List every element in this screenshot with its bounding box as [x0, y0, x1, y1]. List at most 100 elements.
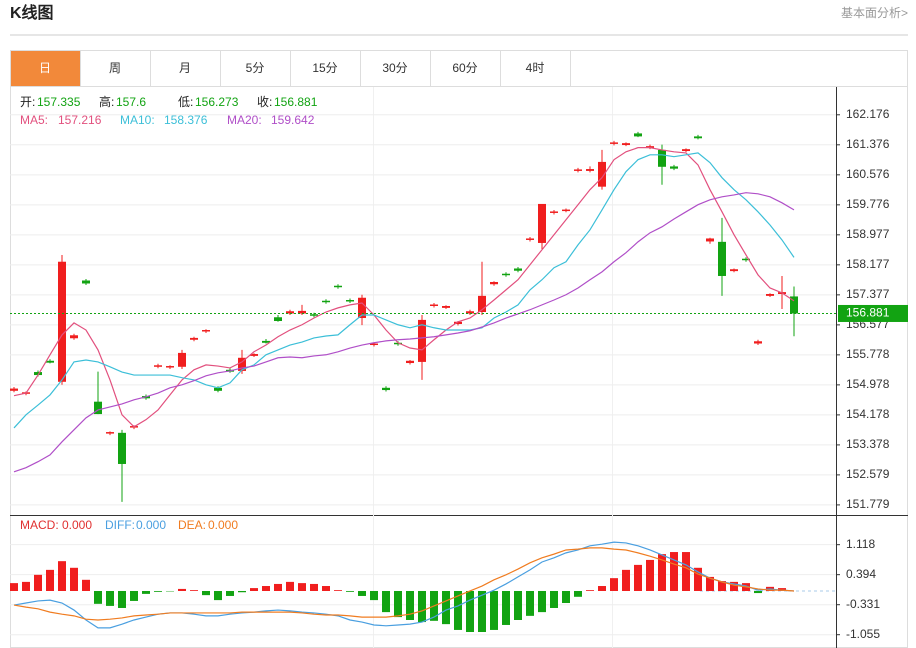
tab-label[interactable]: 月 — [179, 61, 191, 75]
tab-label[interactable]: 周 — [109, 61, 121, 75]
macd-bar — [178, 588, 186, 591]
tab-label[interactable]: 30分 — [382, 61, 407, 75]
tab-label[interactable]: 60分 — [452, 61, 477, 75]
macd-bar — [310, 583, 318, 591]
candle-body — [286, 311, 294, 314]
candle-body — [766, 293, 774, 296]
macd-bar — [490, 590, 498, 630]
ohlc-label: 收: — [257, 95, 272, 109]
macd-bar — [106, 590, 114, 606]
candle-body — [70, 335, 78, 339]
candle-body — [598, 161, 606, 187]
macd-label: DIFF: — [105, 518, 135, 532]
candle-body — [358, 297, 366, 319]
y-tick-label: -0.331 — [846, 597, 880, 611]
macd-bar — [298, 583, 306, 591]
macd-bar — [346, 590, 354, 592]
macd-bar — [610, 578, 618, 591]
macd-bar — [214, 590, 222, 601]
ohlc-label: 低: — [178, 95, 193, 109]
tab-label[interactable]: 4时 — [526, 61, 545, 75]
y-tick-label: 158.177 — [846, 257, 890, 271]
macd-bar — [286, 581, 294, 591]
macd-bar — [598, 586, 606, 591]
y-tick-label: 157.377 — [846, 287, 890, 301]
y-tick-label: 154.178 — [846, 407, 890, 421]
ma-label: MA5: — [20, 113, 48, 127]
candle-body — [154, 365, 162, 367]
macd-bar — [478, 590, 486, 633]
candle-body — [442, 306, 450, 308]
ohlc-label: 高: — [99, 94, 114, 109]
y-tick-label: 0.394 — [846, 567, 876, 581]
fundamental-link[interactable]: 基本面分析> — [841, 6, 908, 20]
candle-body — [754, 341, 762, 344]
candle-body — [166, 366, 174, 368]
candle-body — [310, 314, 318, 316]
candle-body — [478, 295, 486, 313]
macd-bar — [262, 586, 270, 591]
macd-bar — [142, 590, 150, 594]
candle-body — [670, 166, 678, 169]
candle-body — [490, 281, 498, 285]
candle-body — [430, 304, 438, 307]
tab[interactable] — [500, 50, 571, 87]
tab[interactable] — [360, 50, 431, 87]
ohlc-value: 156.273 — [195, 95, 239, 109]
macd-bar — [502, 590, 510, 625]
candle-body — [58, 261, 66, 382]
tab[interactable] — [430, 50, 501, 87]
ma-line — [13, 147, 795, 428]
macd-bar — [418, 590, 426, 623]
macd-bar — [394, 590, 402, 618]
macd-bar — [358, 590, 366, 596]
macd-value: 0.000 — [62, 518, 92, 532]
macd-bar — [190, 590, 198, 591]
ma-line — [13, 152, 795, 429]
macd-bar — [382, 590, 390, 613]
tab[interactable] — [290, 50, 361, 87]
candle-body — [334, 285, 342, 288]
y-tick-label: 1.118 — [846, 537, 875, 551]
macd-bar — [334, 590, 342, 591]
macd-bar — [682, 552, 690, 591]
candle-body — [694, 136, 702, 139]
candle-body — [178, 352, 186, 367]
tab[interactable] — [220, 50, 291, 87]
macd-bar — [778, 588, 786, 591]
tab-label[interactable]: 日 — [39, 61, 51, 75]
macd-line — [13, 547, 795, 621]
tab[interactable] — [10, 50, 81, 87]
macd-bar — [454, 590, 462, 630]
y-tick-label: 154.978 — [846, 377, 890, 391]
candle-body — [94, 401, 102, 415]
candle-body — [502, 273, 510, 276]
macd-bar — [250, 588, 258, 591]
macd-bar — [94, 590, 102, 604]
candle-body — [370, 343, 378, 346]
macd-bar — [22, 581, 30, 591]
y-tick-label: 158.977 — [846, 227, 890, 241]
y-tick-label: 152.579 — [846, 467, 890, 481]
macd-bar — [274, 583, 282, 591]
ohlc-label: 开: — [20, 95, 35, 109]
candle-body — [250, 354, 258, 356]
tab-label[interactable]: 5分 — [246, 61, 265, 75]
candle-body — [274, 317, 282, 322]
candle-body — [610, 142, 618, 144]
tab-label[interactable]: 15分 — [312, 61, 337, 75]
candle-body — [382, 387, 390, 391]
macd-bar — [622, 569, 630, 591]
macd-bar — [694, 567, 702, 591]
y-tick-label: 159.776 — [846, 197, 890, 211]
macd-bar — [526, 590, 534, 616]
macd-bar — [538, 590, 546, 613]
candle-body — [730, 269, 738, 272]
candle-body — [790, 296, 798, 314]
macd-bar — [370, 590, 378, 601]
candle-body — [34, 372, 42, 376]
candle-body — [298, 310, 306, 314]
last-price-label: 156.881 — [846, 306, 890, 320]
ma-value: 159.642 — [271, 113, 315, 127]
